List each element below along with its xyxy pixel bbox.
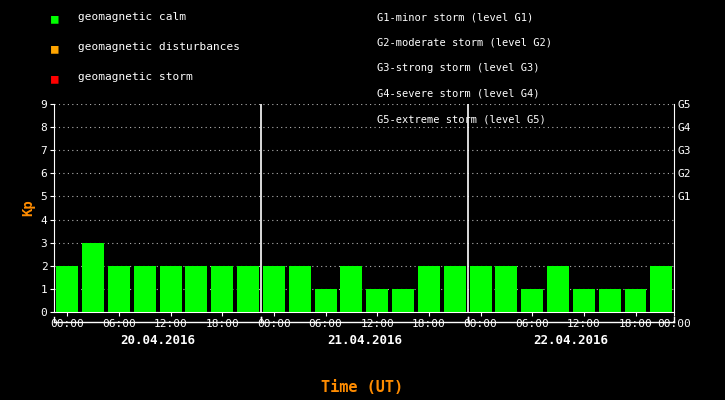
Y-axis label: Kp: Kp	[21, 200, 35, 216]
Text: G5-extreme storm (level G5): G5-extreme storm (level G5)	[377, 114, 546, 124]
Bar	[470, 266, 492, 312]
Text: 20.04.2016: 20.04.2016	[120, 334, 195, 347]
Bar	[495, 266, 518, 312]
Bar	[573, 289, 594, 312]
Text: G1-minor storm (level G1): G1-minor storm (level G1)	[377, 12, 534, 22]
Text: ■: ■	[51, 42, 58, 55]
Text: 21.04.2016: 21.04.2016	[327, 334, 402, 347]
Bar	[315, 289, 336, 312]
Text: geomagnetic calm: geomagnetic calm	[78, 12, 186, 22]
Bar	[186, 266, 207, 312]
Bar	[624, 289, 647, 312]
Bar	[444, 266, 465, 312]
Text: Time (UT): Time (UT)	[321, 380, 404, 395]
Bar	[160, 266, 181, 312]
Bar	[237, 266, 259, 312]
Bar	[366, 289, 388, 312]
Text: 22.04.2016: 22.04.2016	[534, 334, 608, 347]
Bar	[650, 266, 672, 312]
Text: G4-severe storm (level G4): G4-severe storm (level G4)	[377, 88, 539, 98]
Bar	[547, 266, 569, 312]
Bar	[211, 266, 233, 312]
Text: geomagnetic storm: geomagnetic storm	[78, 72, 193, 82]
Bar	[418, 266, 440, 312]
Bar	[521, 289, 543, 312]
Bar	[341, 266, 362, 312]
Bar	[289, 266, 311, 312]
Text: ■: ■	[51, 12, 58, 25]
Bar	[599, 289, 621, 312]
Bar	[263, 266, 285, 312]
Text: G2-moderate storm (level G2): G2-moderate storm (level G2)	[377, 38, 552, 48]
Bar	[392, 289, 414, 312]
Text: geomagnetic disturbances: geomagnetic disturbances	[78, 42, 240, 52]
Bar	[82, 243, 104, 312]
Text: ■: ■	[51, 72, 58, 85]
Text: G3-strong storm (level G3): G3-strong storm (level G3)	[377, 63, 539, 73]
Bar	[108, 266, 130, 312]
Bar	[57, 266, 78, 312]
Bar	[134, 266, 156, 312]
